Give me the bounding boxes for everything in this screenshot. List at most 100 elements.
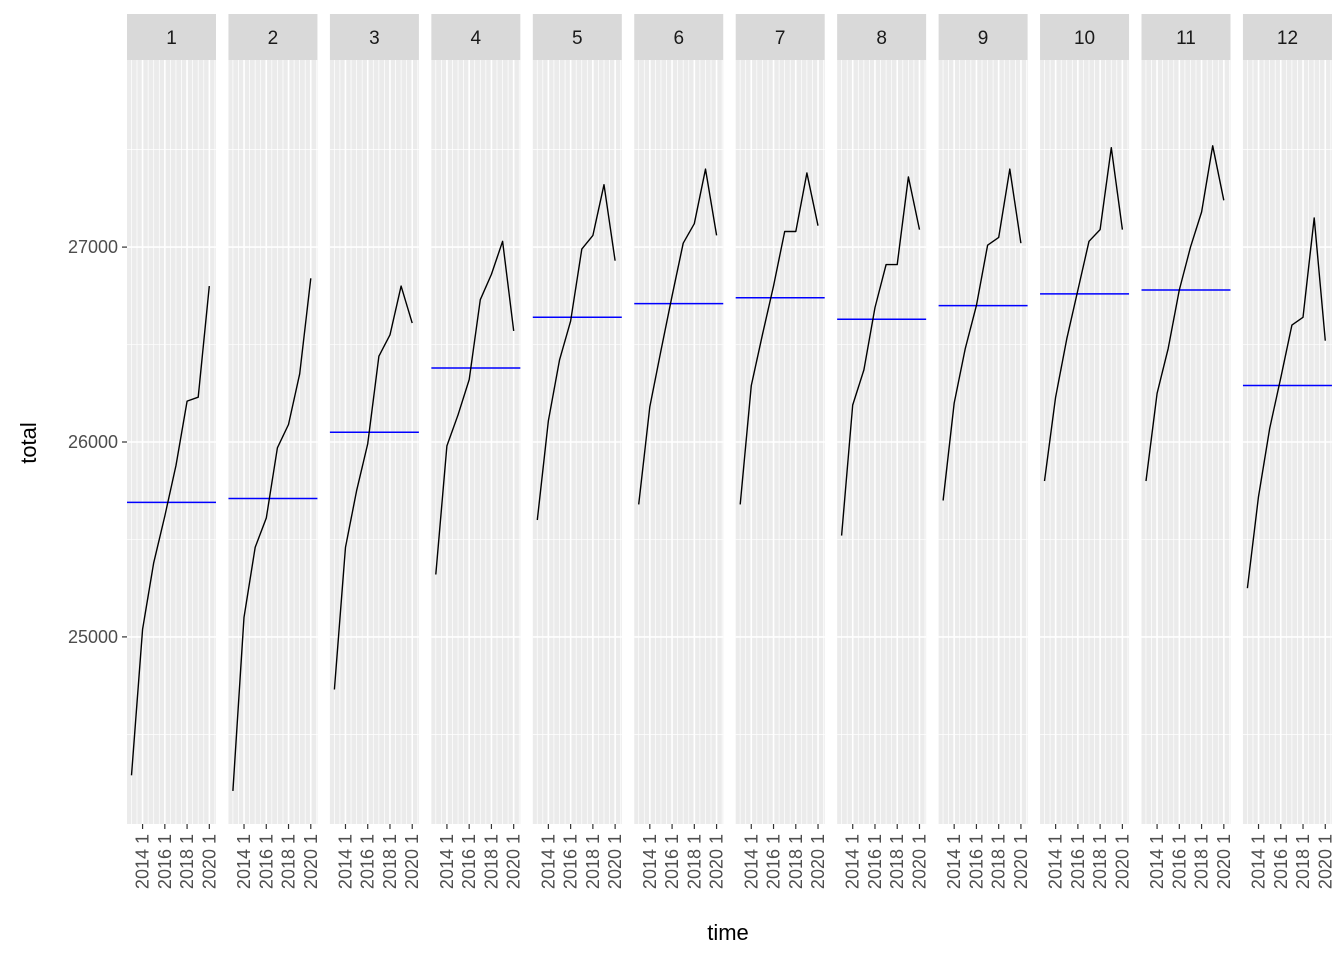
x-tick-label: 2020 1: [605, 834, 625, 889]
x-tick-label: 2016 1: [561, 834, 581, 889]
series-line: [638, 168, 718, 505]
y-tick-label: 25000: [68, 627, 118, 647]
y-tick-label: 26000: [68, 432, 118, 452]
facet-panel: 2 2014 1 2016 1 2018 1 2020 1: [228, 14, 321, 889]
facet-panel: 3 2014 1 2016 1 2018 1 2020 1: [329, 14, 422, 889]
facet-panel: 8 2014 1 2016 1 2018 1 2020 1: [837, 14, 930, 889]
facet-strip-label: 9: [978, 28, 989, 49]
facet-panel: 12 2014 1 2016 1 2018 1 2020 1: [1242, 14, 1335, 889]
facet-strip-label: 12: [1277, 28, 1298, 49]
series-line: [1043, 146, 1124, 482]
x-tick-label: 2016 1: [1271, 834, 1291, 889]
x-tick-label: 2014 1: [944, 834, 964, 889]
y-axis: 25000 26000 27000: [68, 237, 127, 647]
x-tick-label: 2014 1: [843, 834, 863, 889]
x-tick-label: 2016 1: [966, 834, 986, 889]
x-tick-label: 2016 1: [155, 834, 175, 889]
y-tick-label: 27000: [68, 237, 118, 257]
x-tick-label: 2020 1: [910, 834, 930, 889]
facet-strip-label: 8: [876, 28, 887, 49]
x-tick-label: 2014 1: [538, 834, 558, 889]
y-axis-title: total: [16, 422, 41, 464]
x-tick-label: 2014 1: [640, 834, 660, 889]
facet-strip: [1242, 14, 1332, 60]
facet-strip: [938, 14, 1028, 60]
facet-strip: [532, 14, 622, 60]
x-tick-label: 2016 1: [358, 834, 378, 889]
x-tick-label: 2016 1: [459, 834, 479, 889]
x-tick-label: 2014 1: [133, 834, 153, 889]
x-tick-label: 2016 1: [256, 834, 276, 889]
facet-strip-label: 2: [268, 28, 279, 49]
x-tick-label: 2020 1: [301, 834, 321, 889]
facet-panel: 11 2014 1 2016 1 2018 1 2020 1: [1141, 14, 1234, 889]
facet-strip-label: 6: [673, 28, 684, 49]
x-tick-label: 2014 1: [234, 834, 254, 889]
facet-strip-label: 5: [572, 28, 583, 49]
facet-strip: [431, 14, 521, 60]
series-line: [435, 240, 515, 575]
facet-strip-label: 3: [369, 28, 380, 49]
facet-strip: [837, 14, 927, 60]
series-line: [130, 286, 210, 776]
facet-strip: [1141, 14, 1231, 60]
facet-strip-label: 1: [166, 28, 177, 49]
x-tick-label: 2018 1: [786, 834, 806, 889]
facet-strip-label: 11: [1176, 28, 1196, 49]
x-tick-label: 2016 1: [662, 834, 682, 889]
facet-strip: [634, 14, 724, 60]
x-tick-label: 2014 1: [336, 834, 356, 889]
facet-strip: [735, 14, 825, 60]
facet-strip-label: 7: [775, 28, 786, 49]
x-tick-label: 2020 1: [504, 834, 524, 889]
x-tick-label: 2020 1: [808, 834, 828, 889]
x-tick-label: 2018 1: [684, 834, 704, 889]
x-tick-label: 2018 1: [380, 834, 400, 889]
x-tick-label: 2016 1: [764, 834, 784, 889]
series-line: [739, 172, 819, 505]
x-axis-title: time: [707, 920, 749, 945]
x-tick-label: 2020 1: [1315, 834, 1335, 889]
x-tick-label: 2020 1: [199, 834, 219, 889]
x-tick-label: 2014 1: [1046, 834, 1066, 889]
series-line: [232, 278, 312, 791]
x-tick-label: 2018 1: [279, 834, 299, 889]
x-tick-label: 2014 1: [741, 834, 761, 889]
x-tick-label: 2020 1: [1214, 834, 1234, 889]
facet-panel: 10 2014 1 2016 1 2018 1 2020 1: [1040, 14, 1132, 889]
x-tick-label: 2018 1: [177, 834, 197, 889]
facet-strip: [127, 14, 216, 60]
facet-strip-label: 4: [471, 28, 482, 49]
facet-strip: [329, 14, 419, 60]
series-line: [942, 168, 1022, 501]
series-line: [1246, 217, 1326, 589]
facet-strip-label: 10: [1074, 28, 1095, 49]
x-tick-label: 2018 1: [1090, 834, 1110, 889]
facet-panel: 9 2014 1 2016 1 2018 1 2020 1: [938, 14, 1031, 889]
facet-panel: 7 2014 1 2016 1 2018 1 2020 1: [735, 14, 828, 889]
x-tick-label: 2014 1: [437, 834, 457, 889]
x-tick-label: 2018 1: [1293, 834, 1313, 889]
x-tick-label: 2016 1: [1068, 834, 1088, 889]
series-line: [840, 176, 921, 536]
x-tick-label: 2020 1: [402, 834, 422, 889]
x-tick-label: 2018 1: [887, 834, 907, 889]
x-tick-label: 2014 1: [1249, 834, 1269, 889]
series-line: [333, 285, 413, 690]
x-tick-label: 2018 1: [481, 834, 501, 889]
facet-panel: 5 2014 1 2016 1 2018 1 2020 1: [532, 14, 625, 889]
series-line: [536, 183, 616, 521]
facet-panel: 6 2014 1 2016 1 2018 1 2020 1: [634, 14, 727, 889]
series-line: [1145, 145, 1225, 482]
x-tick-label: 2016 1: [1169, 834, 1189, 889]
x-tick-label: 2016 1: [865, 834, 885, 889]
x-tick-label: 2020 1: [1011, 834, 1031, 889]
x-tick-label: 2020 1: [1112, 834, 1132, 889]
x-tick-label: 2018 1: [1192, 834, 1212, 889]
x-tick-label: 2018 1: [583, 834, 603, 889]
facet-strip: [1040, 14, 1130, 60]
facet-panel: 4 2014 1 2016 1 2018 1 2020 1: [431, 14, 524, 889]
